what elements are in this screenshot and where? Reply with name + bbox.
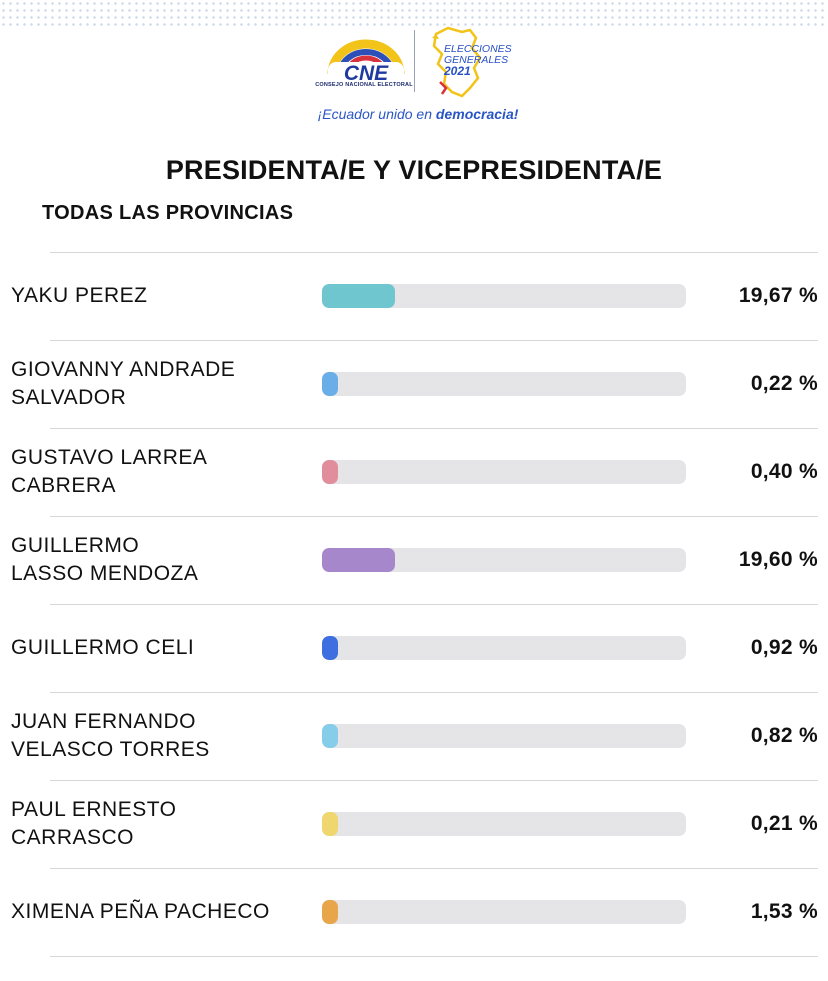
elections-year: 2021: [444, 64, 471, 78]
candidate-row: GUSTAVO LARREA CABRERA 0,40 %: [0, 428, 828, 516]
vote-bar-fill: [322, 900, 338, 924]
vote-bar-fill: [322, 812, 338, 836]
cne-logo: CNE: [327, 39, 405, 85]
vote-bar-track: [322, 724, 686, 748]
candidate-row: GIOVANNY ANDRADE SALVADOR 0,22 %: [0, 340, 828, 428]
row-divider: [50, 780, 818, 781]
candidate-percentage: 0,82 %: [750, 724, 818, 747]
candidate-name: JUAN FERNANDO VELASCO TORRES: [11, 710, 210, 761]
decorative-dot-pattern: [0, 0, 828, 26]
candidate-row: GUILLERMO CELI 0,92 %: [0, 604, 828, 692]
elections-line1: ELECCIONES: [444, 43, 512, 55]
candidate-name: YAKU PEREZ: [11, 284, 148, 307]
row-divider: [50, 516, 818, 517]
vote-bar-fill: [322, 636, 338, 660]
candidate-row: YAKU PEREZ 19,67 %: [0, 252, 828, 340]
row-divider: [50, 340, 818, 341]
vote-bar-track: [322, 900, 686, 924]
vote-bar-track: [322, 548, 686, 572]
candidate-name: XIMENA PEÑA PACHECO: [11, 900, 270, 923]
vote-bar-fill: [322, 372, 338, 396]
candidate-percentage: 0,21 %: [750, 812, 818, 835]
vote-bar-track: [322, 460, 686, 484]
row-divider: [50, 692, 818, 693]
ecuador-map-logo: [432, 26, 482, 98]
candidate-name: GUILLERMO LASSO MENDOZA: [11, 534, 199, 585]
vote-bar-fill: [322, 724, 338, 748]
elections-line2: GENERALES: [444, 54, 509, 66]
row-divider: [50, 868, 818, 869]
vote-bar-track: [322, 284, 686, 308]
candidate-percentage: 0,40 %: [750, 460, 818, 483]
header-logos: CNE CONSEJO NACIONAL ELECTORAL ELECCIONE…: [298, 24, 538, 134]
vote-bar-track: [322, 636, 686, 660]
elections-logo-text: ELECCIONES GENERALES 2021: [444, 43, 512, 78]
logo-divider: [414, 30, 415, 92]
candidate-name: GUSTAVO LARREA CABRERA: [11, 446, 208, 497]
row-divider: [50, 604, 818, 605]
region-subtitle: TODAS LAS PROVINCIAS: [42, 202, 294, 224]
vote-bar-track: [322, 812, 686, 836]
candidate-row: XIMENA PEÑA PACHECO 1,53 %: [0, 868, 828, 956]
candidate-name: GUILLERMO CELI: [11, 636, 195, 659]
vote-bar-fill: [322, 284, 395, 308]
candidate-percentage: 19,60 %: [738, 548, 818, 571]
candidate-percentage: 0,22 %: [750, 372, 818, 395]
candidate-row: PAUL ERNESTO CARRASCO 0,21 %: [0, 780, 828, 868]
vote-bar-track: [322, 372, 686, 396]
candidate-percentage: 0,92 %: [750, 636, 818, 659]
slogan-bold: democracia!: [435, 106, 519, 122]
row-divider: [50, 956, 818, 957]
row-divider: [50, 428, 818, 429]
row-divider: [50, 252, 818, 253]
slogan: ¡Ecuador unido en democracia!: [298, 106, 538, 122]
candidate-row: JUAN FERNANDO VELASCO TORRES 0,82 %: [0, 692, 828, 780]
cne-logo-subtitle: CONSEJO NACIONAL ELECTORAL: [315, 82, 413, 88]
candidate-name: GIOVANNY ANDRADE SALVADOR: [11, 358, 236, 409]
candidate-percentage: 1,53 %: [750, 900, 818, 923]
candidate-row: GUILLERMO LASSO MENDOZA 19,60 %: [0, 516, 828, 604]
candidate-name: PAUL ERNESTO CARRASCO: [11, 798, 177, 849]
cne-logo-text: CNE: [344, 62, 389, 85]
candidate-percentage: 19,67 %: [738, 284, 818, 307]
page-title: PRESIDENTA/E Y VICEPRESIDENTA/E: [165, 155, 663, 185]
slogan-prefix: ¡Ecuador unido en: [317, 106, 436, 122]
vote-bar-fill: [322, 460, 338, 484]
vote-bar-fill: [322, 548, 395, 572]
